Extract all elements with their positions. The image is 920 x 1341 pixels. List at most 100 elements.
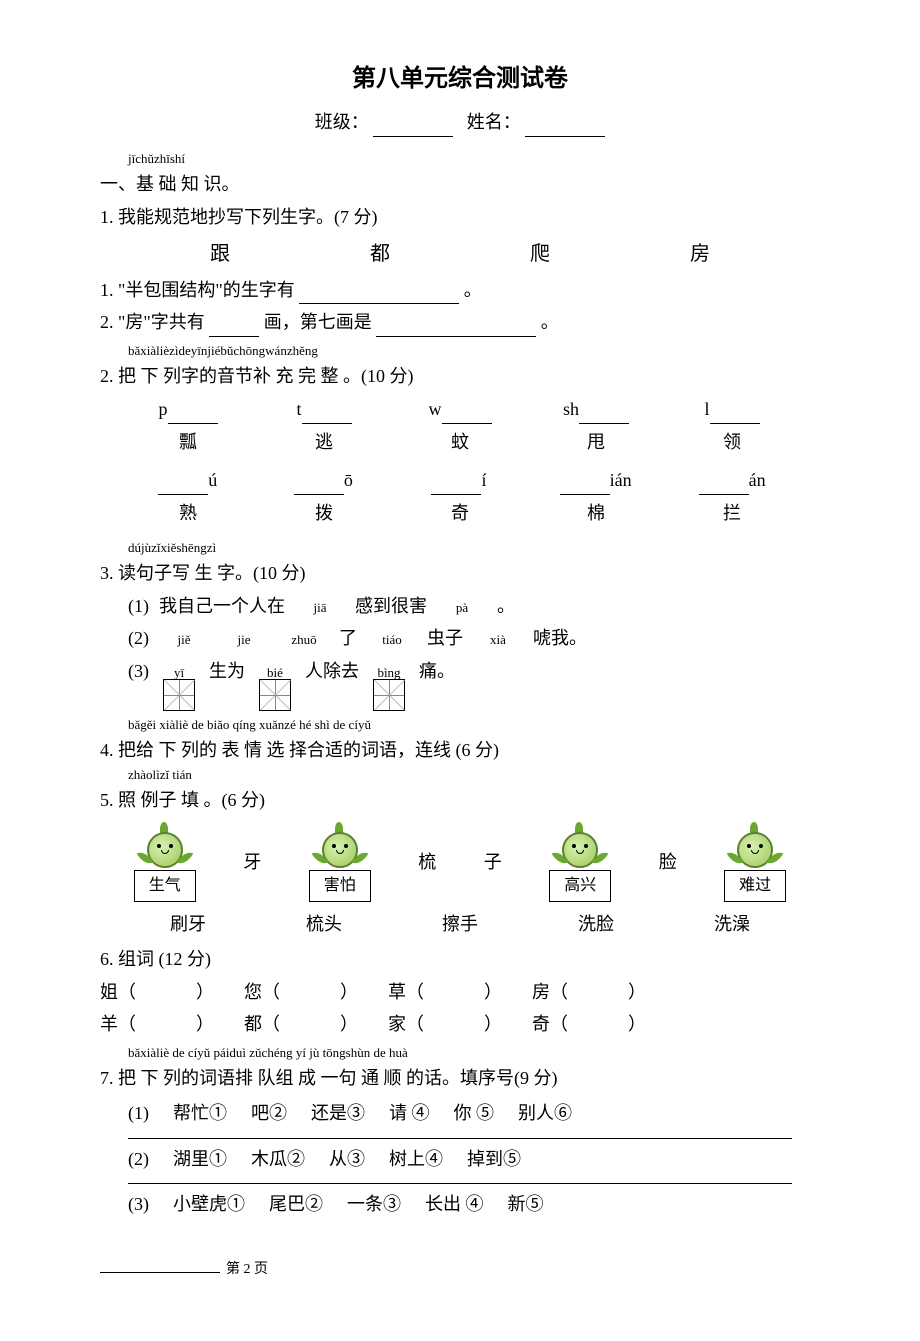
t2: 感到很害 <box>355 592 427 621</box>
hz2-3: 奇 <box>425 499 495 528</box>
class-label: 班级： <box>315 112 369 132</box>
s1-sub2: 2. "房"字共有 画，第七画是 。 <box>100 308 820 337</box>
char-2: 都 <box>370 238 390 270</box>
extra-2: 梳 <box>418 848 436 877</box>
hz2-4: 棉 <box>561 499 631 528</box>
s7-q3: (3) 小壁虎① 尾巴② 一条③ 长出 ④ 新⑤ <box>128 1190 820 1219</box>
w3: 擦手 <box>442 910 478 939</box>
bk-jie[interactable]: jiě <box>159 633 209 646</box>
zuB4: 奇（） <box>532 1010 646 1039</box>
class-blank[interactable] <box>373 117 453 137</box>
s2-pinyin: bǎxiàlièzìdeyīnjiébǔchōngwánzhěng <box>128 341 820 362</box>
py2-1: ú <box>153 466 223 495</box>
it: 长出 ④ <box>425 1190 484 1219</box>
s3-line1: (1) 我自己一个人在 jiā 感到很害 pà 。 <box>128 592 820 621</box>
it: 小壁虎① <box>173 1190 245 1219</box>
blank-jia[interactable]: jiā <box>295 601 345 614</box>
it: 吧② <box>251 1099 287 1128</box>
answer-line-1[interactable] <box>128 1138 792 1139</box>
s1-sub1-blank[interactable] <box>299 285 459 305</box>
s7-pinyin: bǎxiàliè de cíyǔ páiduì zǔchéng yí jù tō… <box>128 1043 820 1064</box>
s1-q1: 1. 我能规范地抄写下列生字。(7 分) <box>100 203 820 232</box>
char-3: 爬 <box>530 238 550 270</box>
it: 湖里① <box>173 1145 227 1174</box>
hz2-1: 熟 <box>153 499 223 528</box>
hz-4: 甩 <box>561 428 631 457</box>
t-le: 了 <box>339 624 357 653</box>
py2-4: ián <box>560 466 632 495</box>
s2-row2-hz: 熟 拨 奇 棉 拦 <box>120 499 800 528</box>
it: 树上④ <box>389 1145 443 1174</box>
s1-sub2-end: 。 <box>541 312 559 332</box>
bk-yi[interactable]: yī <box>159 666 199 711</box>
s2-row1-hz: 瓢 逃 蚊 甩 领 <box>120 428 800 457</box>
bk-jie2[interactable]: jie <box>219 633 269 646</box>
zu-rowB: 羊（） 都（） 家（） 奇（） <box>100 1010 820 1039</box>
emotion-row: 生气 牙 害怕 梳 子 高兴 脸 难过 <box>110 822 810 902</box>
py-5: l <box>697 395 767 424</box>
s4-pinyin: bǎgěi xiàliè de biǎo qíng xuǎnzé hé shì … <box>128 715 820 736</box>
it: 请 ④ <box>389 1099 430 1128</box>
onion-icon <box>142 822 188 868</box>
bk-tiao[interactable]: tiáo <box>367 633 417 646</box>
bk-zhuo[interactable]: zhuō <box>279 633 329 646</box>
bk-bing[interactable]: bìng <box>369 666 409 711</box>
num: (1) <box>128 1099 149 1128</box>
section-1: 一、基 础 知 识。 <box>100 170 820 199</box>
emo-label: 难过 <box>724 870 786 902</box>
t-ren: 人除去 <box>305 657 359 686</box>
name-label: 姓名： <box>467 112 521 132</box>
emo-2[interactable]: 害怕 <box>309 822 371 902</box>
num: (3) <box>128 1190 149 1219</box>
num: (2) <box>128 1145 149 1174</box>
emo-3[interactable]: 高兴 <box>549 822 611 902</box>
blank-pa[interactable]: pà <box>437 601 487 614</box>
emo-1[interactable]: 生气 <box>134 822 196 902</box>
it: 别人⑥ <box>518 1099 572 1128</box>
emo-label: 生气 <box>134 870 196 902</box>
py-2: t <box>289 395 359 424</box>
zuA2: 您（） <box>244 978 358 1007</box>
name-blank[interactable] <box>525 117 605 137</box>
zuA1: 姐（） <box>100 978 214 1007</box>
t-hu: 唬我。 <box>533 624 587 653</box>
extra-1: 牙 <box>243 848 261 877</box>
page-number: 第 2 页 <box>226 1259 268 1281</box>
s1-sub2-blank1[interactable] <box>209 317 259 337</box>
onion-icon <box>732 822 778 868</box>
char-4: 房 <box>690 238 710 270</box>
s3-pinyin: dújùzǐxiěshēngzì <box>128 538 820 559</box>
emo-label: 高兴 <box>549 870 611 902</box>
s1-pinyin: jīchǔzhīshí <box>128 149 820 170</box>
s1-sub2-a: 2. "房"字共有 <box>100 312 205 332</box>
section-6: 6. 组词 (12 分) <box>100 945 820 974</box>
hz-2: 逃 <box>289 428 359 457</box>
py2-2: ō <box>288 466 358 495</box>
hz-5: 领 <box>697 428 767 457</box>
it: 尾巴② <box>269 1190 323 1219</box>
py2-5: án <box>697 466 767 495</box>
hz2-2: 拨 <box>289 499 359 528</box>
section-2: 2. 把 下 列字的音节补 充 完 整 。(10 分) <box>100 362 820 391</box>
it: 新⑤ <box>508 1190 544 1219</box>
it: 帮忙① <box>173 1099 227 1128</box>
w5: 洗澡 <box>714 910 750 939</box>
zuB2: 都（） <box>244 1010 358 1039</box>
s1-sub2-blank2[interactable] <box>376 317 536 337</box>
bk-xia[interactable]: xià <box>473 633 523 646</box>
emo-4[interactable]: 难过 <box>724 822 786 902</box>
num: (2) <box>128 624 149 653</box>
t-tong: 痛。 <box>419 657 455 686</box>
zuA3: 草（） <box>388 978 502 1007</box>
hz-1: 瓢 <box>153 428 223 457</box>
bk-bie[interactable]: bié <box>255 666 295 711</box>
header-fields: 班级： 姓名： <box>100 108 820 137</box>
footer-rule <box>100 1272 220 1273</box>
s1-sub2-b: 画，第七画是 <box>264 312 372 332</box>
answer-line-2[interactable] <box>128 1183 792 1184</box>
hz2-5: 拦 <box>697 499 767 528</box>
w4: 洗脸 <box>578 910 614 939</box>
it: 还是③ <box>311 1099 365 1128</box>
s2-row1-py: p t w sh l <box>120 395 800 424</box>
zu-rowA: 姐（） 您（） 草（） 房（） <box>100 978 820 1007</box>
